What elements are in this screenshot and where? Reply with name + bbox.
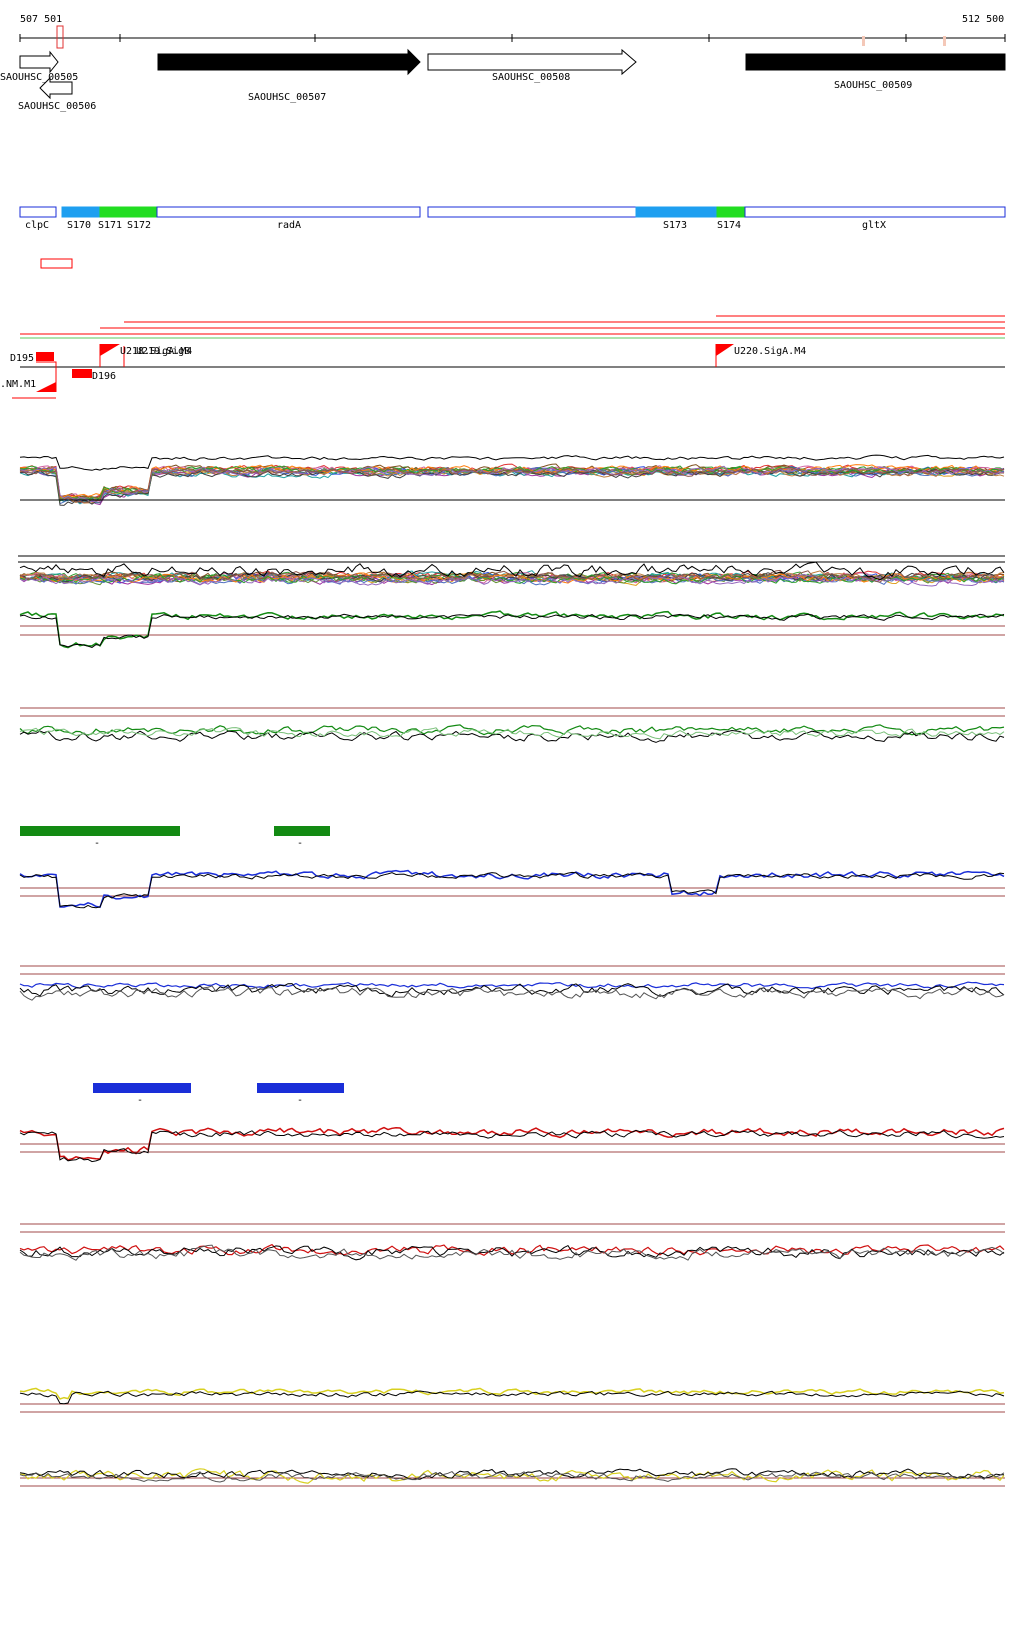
feature-box[interactable] <box>40 258 73 269</box>
segment-label: clpC <box>25 220 49 231</box>
gene-sa0uhsc-00505[interactable]: SAOUHSC_00505 <box>0 50 78 83</box>
signal-trace <box>19 561 1005 581</box>
blue-track-2 <box>19 965 1005 1001</box>
signal-trace <box>19 454 1005 471</box>
signal-trace <box>19 983 1005 998</box>
bar-label: - <box>297 838 303 849</box>
gene-sa0uhsc-00508[interactable]: SAOUHSC_00508 <box>427 48 637 83</box>
gene-label: SAOUHSC_00507 <box>248 92 326 103</box>
signal-trace <box>19 1471 1005 1483</box>
coverage-lines <box>20 315 1005 339</box>
feature-track: D195 .NM.M1 D196 U218.SigA.M4 U219.SigB … <box>0 344 1005 399</box>
red-track-2 <box>19 1223 1005 1261</box>
segment-clpc[interactable] <box>19 206 57 218</box>
segment-gltx[interactable] <box>744 206 1006 218</box>
gene-label: SAOUHSC_00509 <box>834 80 912 91</box>
signal-trace <box>19 981 1005 990</box>
segment-label: S174 <box>717 220 741 231</box>
start-coordinate: 507 501 <box>20 14 62 25</box>
signal-trace <box>19 1387 1005 1400</box>
blue-track-1 <box>19 869 1005 909</box>
blue-region-bars: - - <box>93 1083 344 1106</box>
green-track-2 <box>19 707 1005 743</box>
signal-trace <box>19 985 1005 1001</box>
signal-trace <box>19 727 1005 740</box>
segment-s174[interactable] <box>716 206 746 218</box>
blue-bar[interactable] <box>93 1083 191 1093</box>
multi-sample-track-1 <box>19 454 1005 506</box>
feature-label: U220.SigA.M4 <box>734 346 806 357</box>
gene-label: SAOUHSC_00505 <box>0 72 78 83</box>
feature-d195[interactable] <box>36 352 54 361</box>
signal-trace <box>19 871 1005 909</box>
green-bar[interactable] <box>20 826 180 836</box>
segment-label: S171 <box>98 220 122 231</box>
segment-label: gltX <box>862 220 886 231</box>
gene-track: SAOUHSC_00505 SAOUHSC_00506 SAOUHSC_0050… <box>0 48 1006 112</box>
segment-s173-left[interactable] <box>427 206 637 218</box>
signal-trace <box>19 573 1005 585</box>
segment-s171[interactable] <box>99 206 158 218</box>
signal-trace <box>19 469 1005 505</box>
feature-label: D195 <box>10 353 34 364</box>
segment-label: S172 <box>127 220 151 231</box>
segment-label: S173 <box>663 220 687 231</box>
segment-s173[interactable] <box>635 206 718 218</box>
signal-trace <box>19 573 1005 587</box>
green-track-1 <box>19 610 1005 649</box>
bar-label: - <box>297 1095 303 1106</box>
bar-label: - <box>94 838 100 849</box>
gene-label: SAOUHSC_00508 <box>492 72 570 83</box>
segment-track: clpC S170 S171 S172 radA S173 S174 gltX <box>19 206 1006 231</box>
signal-trace <box>19 1468 1005 1481</box>
signal-trace <box>19 729 1005 743</box>
feature-label: D196 <box>92 371 116 382</box>
signal-trace <box>19 467 1005 503</box>
signal-trace <box>19 1126 1005 1161</box>
signal-trace <box>19 1390 1005 1405</box>
gene-sa0uhsc-00509[interactable]: SAOUHSC_00509 <box>745 53 1006 91</box>
gene-sa0uhsc-00506[interactable]: SAOUHSC_00506 <box>18 76 96 112</box>
signal-trace <box>19 569 1005 583</box>
feature-d196[interactable] <box>72 369 92 378</box>
green-bar[interactable] <box>274 826 330 836</box>
feature-label: U218.SigA.M4 <box>120 346 192 357</box>
blue-bar[interactable] <box>257 1083 344 1093</box>
end-coordinate: 512 500 <box>962 14 1004 25</box>
signal-trace <box>19 1244 1005 1261</box>
signal-trace <box>19 724 1005 736</box>
feature-label: .NM.M1 <box>0 379 36 390</box>
red-track-1 <box>19 1126 1005 1163</box>
gene-label: SAOUHSC_00506 <box>18 101 96 112</box>
signal-trace <box>19 1129 1005 1163</box>
green-region-bars: - - <box>20 826 330 849</box>
signal-trace <box>19 613 1005 649</box>
segment-s170[interactable] <box>61 206 101 218</box>
feature-label: U219.SigB <box>136 346 190 357</box>
segment-rada[interactable] <box>156 206 421 218</box>
segment-label: radA <box>277 220 301 231</box>
gene-sa0uhsc-00507[interactable]: SAOUHSC_00507 <box>157 48 421 103</box>
bar-label: - <box>137 1095 143 1106</box>
coordinate-ruler: 507 501 512 500 <box>19 14 1006 49</box>
yellow-track-2 <box>19 1468 1005 1487</box>
yellow-track-1 <box>19 1387 1005 1413</box>
multi-sample-track-2 <box>18 555 1005 587</box>
segment-label: S170 <box>67 220 91 231</box>
